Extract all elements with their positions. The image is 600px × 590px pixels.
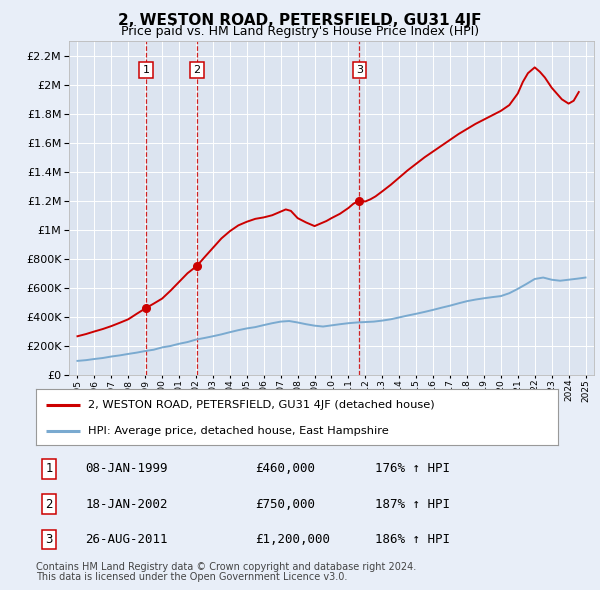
Text: £1,200,000: £1,200,000 (255, 533, 330, 546)
Text: Contains HM Land Registry data © Crown copyright and database right 2024.: Contains HM Land Registry data © Crown c… (36, 562, 416, 572)
Text: HPI: Average price, detached house, East Hampshire: HPI: Average price, detached house, East… (88, 427, 389, 437)
Text: 08-JAN-1999: 08-JAN-1999 (86, 463, 168, 476)
Text: £750,000: £750,000 (255, 497, 315, 511)
Text: 187% ↑ HPI: 187% ↑ HPI (376, 497, 450, 511)
Text: 3: 3 (46, 533, 53, 546)
Text: 2, WESTON ROAD, PETERSFIELD, GU31 4JF: 2, WESTON ROAD, PETERSFIELD, GU31 4JF (118, 13, 482, 28)
Text: £460,000: £460,000 (255, 463, 315, 476)
Text: This data is licensed under the Open Government Licence v3.0.: This data is licensed under the Open Gov… (36, 572, 347, 582)
Text: 2, WESTON ROAD, PETERSFIELD, GU31 4JF (detached house): 2, WESTON ROAD, PETERSFIELD, GU31 4JF (d… (88, 400, 435, 410)
Text: 18-JAN-2002: 18-JAN-2002 (86, 497, 168, 511)
Text: 3: 3 (356, 65, 363, 74)
Text: 176% ↑ HPI: 176% ↑ HPI (376, 463, 450, 476)
Text: 26-AUG-2011: 26-AUG-2011 (86, 533, 168, 546)
Text: Price paid vs. HM Land Registry's House Price Index (HPI): Price paid vs. HM Land Registry's House … (121, 25, 479, 38)
Text: 2: 2 (193, 65, 200, 74)
Text: 186% ↑ HPI: 186% ↑ HPI (376, 533, 450, 546)
Text: 2: 2 (46, 497, 53, 511)
Text: 1: 1 (143, 65, 149, 74)
Text: 1: 1 (46, 463, 53, 476)
